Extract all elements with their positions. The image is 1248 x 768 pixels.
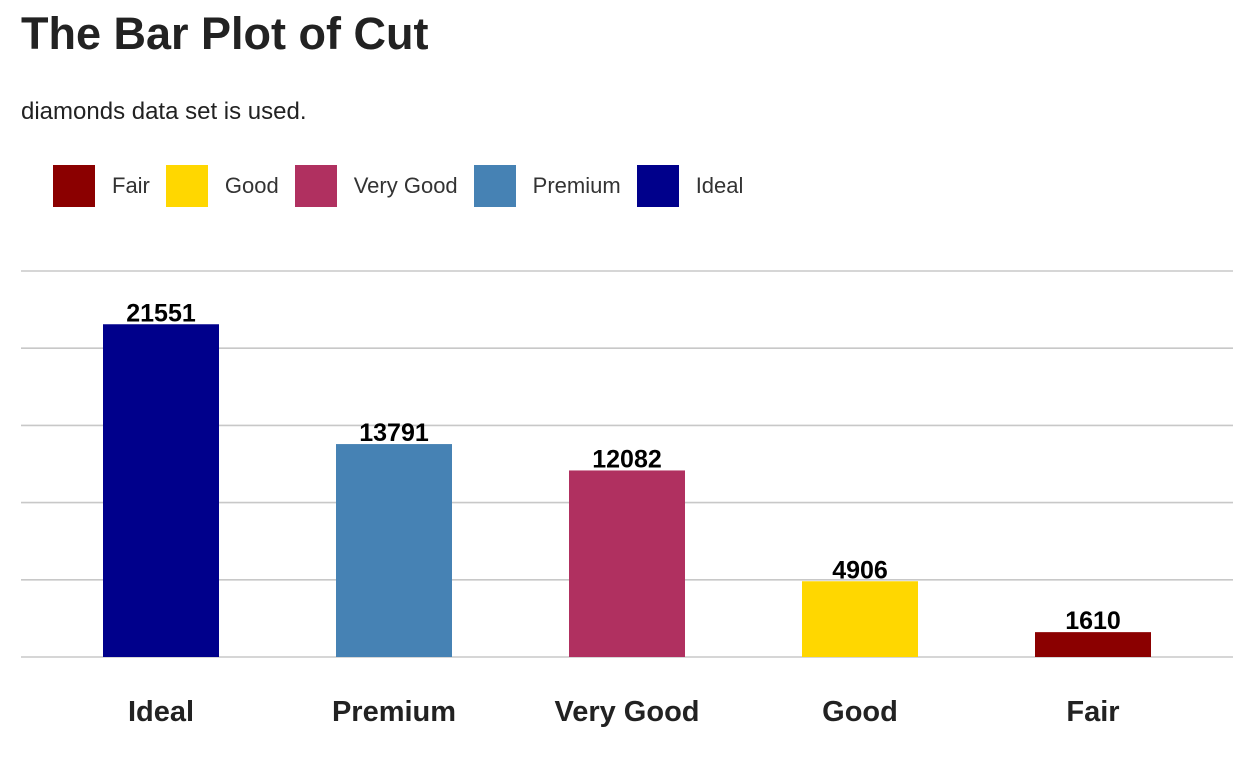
legend-swatch <box>165 165 208 207</box>
legend-swatch <box>53 165 95 207</box>
bar <box>336 444 452 657</box>
legend-swatch <box>294 165 337 207</box>
x-tick-label: Fair <box>1066 696 1119 728</box>
legend-swatch <box>473 165 516 207</box>
bar <box>569 470 685 657</box>
legend-label: Fair <box>112 173 150 198</box>
bar <box>103 324 219 657</box>
legend-swatch <box>636 165 679 207</box>
legend-item: Very Good <box>294 165 458 207</box>
bar-value-label: 1610 <box>1065 607 1121 635</box>
chart-subtitle: diamonds data set is used. <box>21 98 307 125</box>
x-tick-label: Ideal <box>128 696 194 728</box>
x-tick-label: Good <box>822 696 898 728</box>
bar <box>1035 632 1151 657</box>
legend-item: Premium <box>473 165 621 207</box>
legend-item: Good <box>165 165 279 207</box>
chart-legend: Fair Good Very Good Premium Ideal <box>53 165 759 207</box>
legend-label: Premium <box>532 173 621 198</box>
legend-label: Ideal <box>695 173 744 198</box>
bar-value-labels: 21551 13791 12082 4906 1610 <box>126 299 1121 635</box>
x-axis-tick-labels: Ideal Premium Very Good Good Fair <box>128 696 1120 728</box>
bars <box>103 324 1151 657</box>
legend-label: Good <box>224 173 279 198</box>
legend-item: Ideal <box>636 165 744 207</box>
bar-value-label: 4906 <box>832 556 888 584</box>
bar-value-label: 12082 <box>592 445 662 473</box>
legend-item: Fair <box>53 165 150 207</box>
x-tick-label: Very Good <box>554 696 699 728</box>
legend-label: Very Good <box>353 173 458 198</box>
chart-title: The Bar Plot of Cut <box>21 8 429 59</box>
bar-value-label: 21551 <box>126 299 196 327</box>
bar <box>802 581 918 657</box>
x-tick-label: Premium <box>332 696 456 728</box>
bar-value-label: 13791 <box>359 419 429 447</box>
